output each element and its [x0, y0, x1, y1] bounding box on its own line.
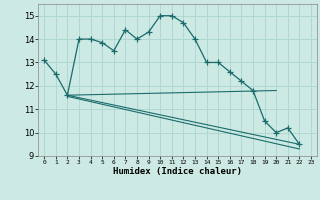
X-axis label: Humidex (Indice chaleur): Humidex (Indice chaleur) [113, 167, 242, 176]
